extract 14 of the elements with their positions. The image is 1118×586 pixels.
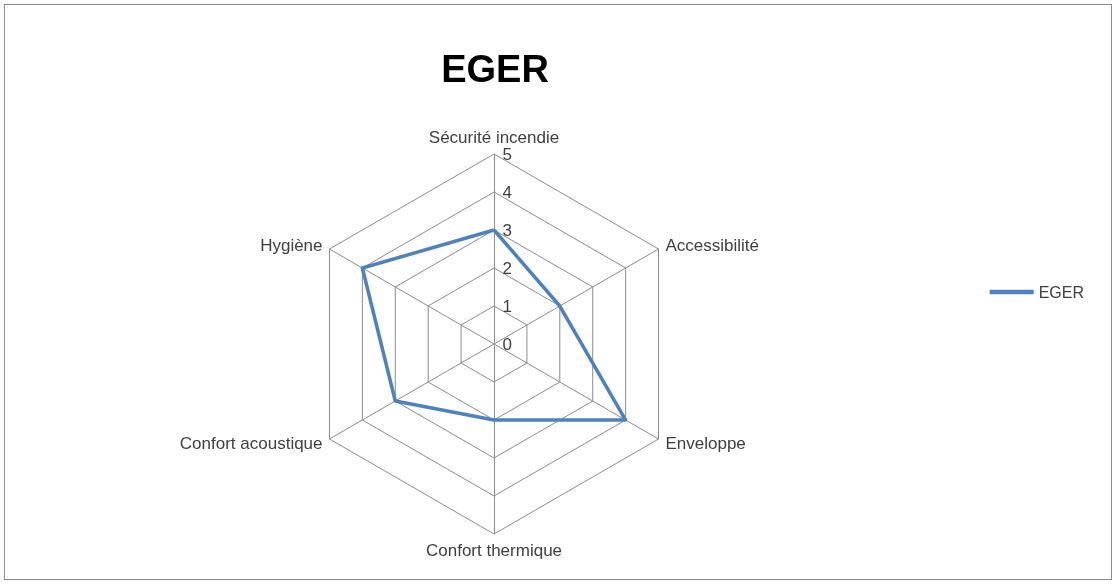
y-tick-label: 0 <box>502 334 512 354</box>
y-tick-label: 4 <box>502 182 512 202</box>
spoke-label: Confort thermique <box>425 541 563 560</box>
y-tick-label: 5 <box>502 144 512 164</box>
spoke-label: Enveloppe <box>665 433 746 453</box>
spoke-label: Hygiène <box>260 235 323 255</box>
y-tick-label: 3 <box>502 220 512 240</box>
legend-label: EGER <box>1038 283 1084 301</box>
spoke-label: Confort acoustique <box>179 433 323 453</box>
spoke-label: Accessibilité <box>665 235 760 255</box>
spoke-label: Sécurité incendie <box>428 127 560 147</box>
y-tick-label: 1 <box>502 296 512 316</box>
y-tick-label: 2 <box>502 258 512 278</box>
chart-title: EGER <box>441 48 549 90</box>
